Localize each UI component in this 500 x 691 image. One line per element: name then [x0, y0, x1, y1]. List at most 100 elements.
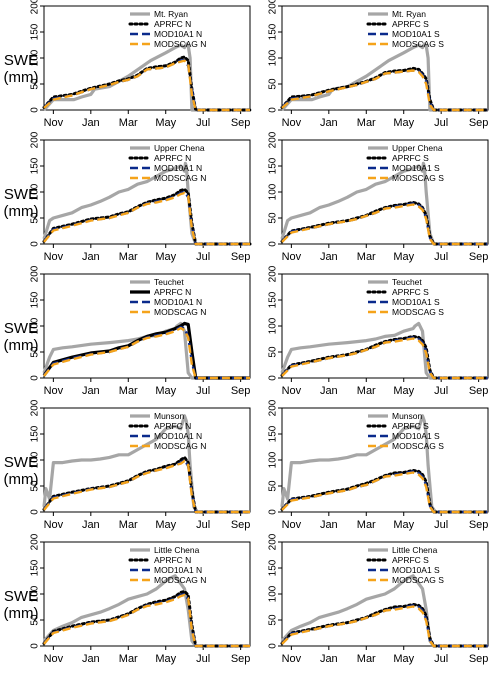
panel-4-xtick-label: Jul: [434, 251, 448, 263]
panel-6-ytick-label: 100: [268, 317, 279, 334]
panel-7-xtick-label: Nov: [44, 519, 64, 531]
panel-4: 0 50 100 150 200 Nov Jan Mar May Jul Sep Upper Chen…: [268, 131, 490, 263]
panel-7-series-2: [42, 455, 252, 514]
panel-7-xtick-label: Mar: [119, 519, 138, 531]
panel-9-ytick-label: 50: [30, 614, 41, 626]
panel-2-xtick-label: Sep: [469, 117, 489, 129]
panel-4-ytick-label: 150: [268, 157, 279, 174]
panel-4-legend-label-1: Upper Chena: [392, 143, 443, 153]
panel-10: 0 50 100 150 200 Nov Jan Mar May Jul Sep Little Che…: [268, 533, 490, 665]
panel-4-frame: [281, 139, 489, 245]
panel-7-xtick-label: May: [155, 519, 176, 531]
panel-7-ytick-label: 0: [30, 509, 41, 515]
panel-5-legend-label-2: APRFC N: [154, 287, 191, 297]
panel-3-ytick-label: 50: [30, 212, 41, 224]
panel-4-legend-label-4: MODSCAG S: [392, 173, 444, 183]
panel-6-series-4: [281, 337, 488, 380]
panel-1-xtick-label: Nov: [44, 117, 64, 129]
panel-1-legend-label-1: Mt. Ryan: [154, 9, 188, 19]
panel-6-legend-label-1: Teuchet: [392, 277, 422, 287]
panel-8-series-4: [281, 471, 488, 514]
panel-8-xtick-label: Mar: [357, 519, 376, 531]
panel-6-ytick-label: 0: [268, 375, 279, 381]
panel-2-series-1: [280, 42, 488, 112]
panel-1-ytick-label: 0: [30, 107, 41, 113]
panel-4-xtick-label: May: [393, 251, 414, 263]
panel-1-xtick-label: Jul: [196, 117, 210, 129]
panel-2: 0 50 100 150 200 Nov Jan Mar May Jul Sep Mt. RyanAP…: [268, 0, 490, 129]
panel-6-xtick-label: Jan: [320, 385, 338, 397]
y-axis-title-row-5: SWE (mm): [3, 588, 39, 622]
panel-5-xtick-label: Nov: [44, 385, 64, 397]
panel-1-series-1: [42, 42, 250, 112]
panel-3-series-1: [42, 161, 250, 246]
panel-5-series-3: [43, 325, 250, 380]
panel-8-legend-label-2: APRFC S: [392, 421, 429, 431]
panel-3-ytick-label: 150: [30, 157, 41, 174]
panel-8-ytick-label: 0: [268, 509, 279, 515]
panel-6-legend-label-2: APRFC S: [392, 287, 429, 297]
panel-3-ytick-label: 200: [30, 131, 41, 148]
panel-1-ytick-label: 100: [30, 49, 41, 66]
panel-4-series-4: [281, 203, 488, 246]
panel-2-ytick-label: 200: [268, 0, 279, 14]
panel-7-xtick-label: Jul: [196, 519, 210, 531]
panel-3-xtick-label: Nov: [44, 251, 64, 263]
panel-8-xtick-label: Nov: [282, 519, 302, 531]
panel-4-ytick-label: 100: [268, 183, 279, 200]
panel-8-ytick-label: 50: [268, 480, 279, 492]
panel-4-ytick-label: 0: [268, 241, 279, 247]
panel-9-ytick-label: 100: [30, 585, 41, 602]
panel-3-ytick-label: 100: [30, 183, 41, 200]
panel-8-ytick-label: 100: [268, 451, 279, 468]
y-axis-title-row-4: SWE (mm): [3, 454, 39, 488]
panel-7-ytick-label: 200: [30, 399, 41, 416]
panel-5-frame: [43, 273, 251, 379]
panel-4-xtick-label: Sep: [469, 251, 489, 263]
panel-1-xtick-label: Mar: [119, 117, 138, 129]
panel-8: 0 50 100 150 200 Nov Jan Mar May Jul Sep MunsonAPRF…: [268, 399, 490, 531]
panel-3-series-2: [42, 187, 252, 246]
panel-5-xtick-label: Jul: [196, 385, 210, 397]
panel-7-ytick-label: 100: [30, 451, 41, 468]
panel-5-ytick-label: 50: [30, 346, 41, 358]
panel-6-ytick-label: 200: [268, 265, 279, 282]
panel-2-legend-label-1: Mt. Ryan: [392, 9, 426, 19]
panel-3-legend-label-3: MOD10A1 N: [154, 163, 202, 173]
panel-5-series-1: [42, 321, 250, 380]
panel-1-xtick-label: May: [155, 117, 176, 129]
panel-10-legend-label-3: MOD10A1 S: [392, 565, 440, 575]
panel-5-legend-label-1: Teuchet: [154, 277, 184, 287]
panel-7-legend-label-4: MODSCAG N: [154, 441, 206, 451]
panel-3-xtick-label: Sep: [231, 251, 251, 263]
panel-5-ytick-label: 150: [30, 291, 41, 308]
panel-8-xtick-label: Jan: [320, 519, 338, 531]
panel-10-ytick-label: 150: [268, 559, 279, 576]
panel-10-xtick-label: Mar: [357, 653, 376, 665]
panel-7-series-3: [43, 458, 250, 514]
panel-6-xtick-label: Sep: [469, 385, 489, 397]
panel-3-xtick-label: May: [155, 251, 176, 263]
panel-2-legend-label-3: MOD10A1 S: [392, 29, 440, 39]
panel-8-legend-label-3: MOD10A1 S: [392, 431, 440, 441]
panel-3-ytick-label: 0: [30, 241, 41, 247]
y-axis-title-row-2: SWE (mm): [3, 186, 39, 220]
panel-8-legend-label-4: MODSCAG S: [392, 441, 444, 451]
panel-4-ytick-label: 200: [268, 131, 279, 148]
panel-9-xtick-label: Sep: [231, 653, 251, 665]
panel-10-ytick-label: 100: [268, 585, 279, 602]
panel-10-xtick-label: Jul: [434, 653, 448, 665]
panel-6-ytick-label: 50: [268, 346, 279, 358]
panel-6-xtick-label: May: [393, 385, 414, 397]
panel-3-xtick-label: Mar: [119, 251, 138, 263]
panel-2-legend-label-4: MODSCAG S: [392, 39, 444, 49]
panel-1-xtick-label: Jan: [82, 117, 100, 129]
panel-10-ytick-label: 0: [268, 643, 279, 649]
panel-3: 0 50 100 150 200 Nov Jan Mar May Jul Sep Upper Chen…: [30, 131, 252, 263]
panel-4-xtick-label: Jan: [320, 251, 338, 263]
panel-4-xtick-label: Nov: [282, 251, 302, 263]
panel-5-xtick-label: Jan: [82, 385, 100, 397]
panel-9-legend-label-1: Little Chena: [154, 545, 200, 555]
panel-7-ytick-label: 50: [30, 480, 41, 492]
